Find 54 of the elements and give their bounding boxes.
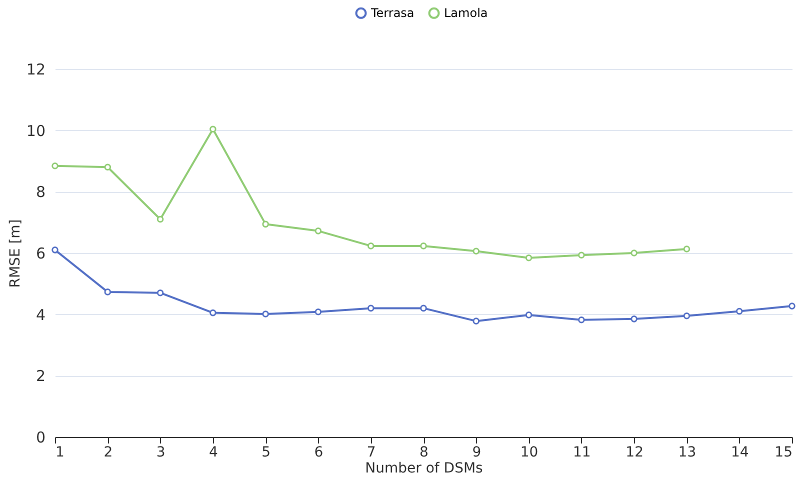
point — [52, 162, 58, 170]
point — [472, 248, 480, 255]
x-tick-label: 8 — [420, 444, 428, 460]
point — [104, 164, 112, 171]
point — [683, 246, 690, 252]
point — [525, 254, 532, 262]
point — [367, 242, 374, 250]
point — [262, 220, 269, 228]
point — [525, 312, 532, 318]
y-tick-label: 2 — [36, 367, 46, 386]
point — [472, 318, 480, 324]
point — [683, 312, 690, 320]
x-tick-label: 11 — [573, 444, 591, 460]
x-tick-label: 10 — [520, 444, 538, 460]
point — [210, 309, 216, 316]
y-tick-label: 4 — [36, 306, 46, 324]
point — [736, 308, 743, 315]
y-tick-label: 6 — [36, 244, 46, 262]
y-tick-label: 10 — [26, 122, 46, 140]
x-tick-label: 1 — [56, 444, 64, 460]
x-axis-title: Number of DSMs — [365, 460, 483, 476]
point — [788, 302, 796, 310]
x-tick-label: 7 — [366, 444, 376, 460]
y-tick-label: 12 — [26, 60, 46, 78]
point — [156, 216, 164, 223]
point — [156, 289, 164, 296]
x-tick-label: 2 — [104, 444, 113, 460]
x-tick-label: 13 — [678, 444, 696, 460]
point — [52, 246, 58, 254]
point — [210, 126, 216, 132]
x-tick-label: 5 — [262, 444, 271, 460]
point — [420, 242, 427, 250]
point — [578, 252, 585, 259]
point — [630, 250, 638, 256]
point — [314, 308, 322, 316]
x-tick-label: 9 — [472, 444, 482, 460]
x-tick-label: 3 — [156, 444, 166, 460]
y-axis-title: RMSE [m] — [7, 219, 24, 288]
point — [578, 316, 585, 324]
legend-label: Lamola — [444, 6, 488, 20]
point — [262, 310, 269, 318]
y-tick-label: 8 — [36, 183, 46, 202]
point — [420, 304, 427, 312]
legend-label: Terrasa — [370, 6, 414, 20]
point — [104, 288, 112, 296]
x-tick-label: 4 — [208, 444, 218, 460]
y-tick-label: 0 — [36, 428, 46, 446]
x-tick-label: 6 — [314, 444, 324, 460]
point — [630, 316, 638, 322]
x-tick-label: 14 — [730, 444, 749, 460]
x-tick-label: 15 — [774, 444, 792, 460]
point — [314, 228, 322, 234]
x-tick-label: 12 — [626, 444, 644, 460]
point — [367, 304, 374, 312]
